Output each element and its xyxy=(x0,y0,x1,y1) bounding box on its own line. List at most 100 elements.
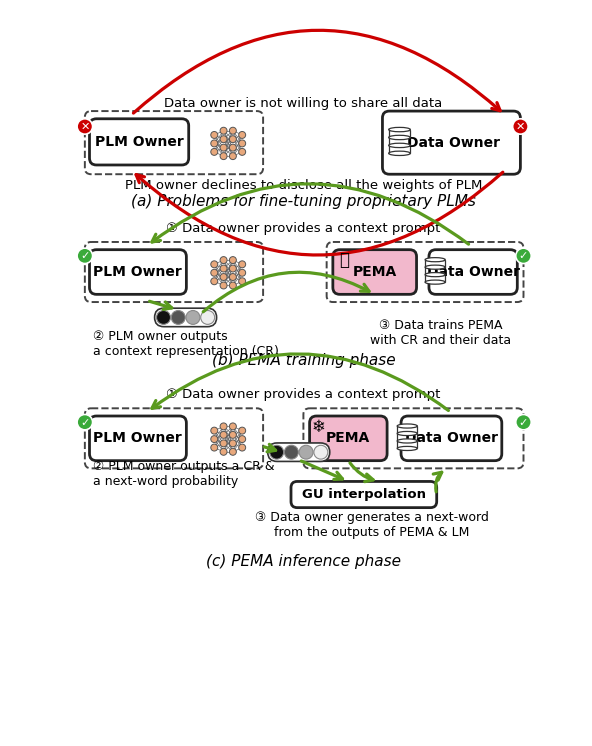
FancyBboxPatch shape xyxy=(333,250,417,295)
Circle shape xyxy=(516,248,531,263)
Circle shape xyxy=(284,445,298,459)
Text: Data Owner: Data Owner xyxy=(407,137,500,151)
Text: PLM Owner: PLM Owner xyxy=(95,135,184,149)
Text: Data Owner: Data Owner xyxy=(405,431,498,445)
FancyBboxPatch shape xyxy=(291,481,437,507)
Circle shape xyxy=(229,440,236,447)
Ellipse shape xyxy=(425,280,445,284)
Circle shape xyxy=(239,131,246,139)
FancyBboxPatch shape xyxy=(89,119,189,165)
Text: ✕: ✕ xyxy=(80,122,89,132)
Bar xyxy=(397,433,417,441)
Circle shape xyxy=(211,436,218,442)
Text: ① Data owner provides a context prompt: ① Data owner provides a context prompt xyxy=(166,222,440,235)
Circle shape xyxy=(314,445,328,459)
Circle shape xyxy=(229,274,236,280)
Circle shape xyxy=(220,144,227,151)
Circle shape xyxy=(211,427,218,434)
Ellipse shape xyxy=(425,272,445,277)
Text: ✓: ✓ xyxy=(519,251,528,261)
Circle shape xyxy=(220,153,227,160)
Circle shape xyxy=(239,278,246,285)
Text: ③ Data owner generates a next-word
from the outputs of PEMA & LM: ③ Data owner generates a next-word from … xyxy=(255,512,488,539)
Ellipse shape xyxy=(397,439,417,443)
Ellipse shape xyxy=(397,424,417,428)
Circle shape xyxy=(229,136,236,142)
Text: ✓: ✓ xyxy=(519,418,528,427)
FancyBboxPatch shape xyxy=(85,242,263,302)
Circle shape xyxy=(229,144,236,151)
Bar xyxy=(425,267,445,275)
FancyBboxPatch shape xyxy=(155,308,217,327)
Bar xyxy=(397,426,417,433)
FancyBboxPatch shape xyxy=(401,416,502,461)
Circle shape xyxy=(211,444,218,451)
Circle shape xyxy=(299,445,313,459)
Circle shape xyxy=(270,445,284,459)
Circle shape xyxy=(239,140,246,147)
Circle shape xyxy=(220,265,227,272)
Ellipse shape xyxy=(397,446,417,451)
Text: ✓: ✓ xyxy=(80,251,89,261)
Circle shape xyxy=(211,261,218,268)
Circle shape xyxy=(186,310,200,325)
Text: GU interpolation: GU interpolation xyxy=(302,488,426,501)
Text: ② PLM owner outputs a CR &
a next-word probability: ② PLM owner outputs a CR & a next-word p… xyxy=(92,460,274,488)
Circle shape xyxy=(220,431,227,439)
Circle shape xyxy=(220,274,227,280)
Text: ② PLM owner outputs
a context representation (CR): ② PLM owner outputs a context representa… xyxy=(92,330,278,358)
Circle shape xyxy=(229,431,236,439)
Text: PLM owner declines to disclose all the weights of PLM: PLM owner declines to disclose all the w… xyxy=(125,179,482,192)
Circle shape xyxy=(211,148,218,155)
Ellipse shape xyxy=(425,257,445,262)
Circle shape xyxy=(239,427,246,434)
Circle shape xyxy=(77,415,92,430)
Bar xyxy=(397,441,417,448)
Text: (a) Problems for fine-tuning proprietary PLMs: (a) Problems for fine-tuning proprietary… xyxy=(131,194,476,209)
Circle shape xyxy=(211,278,218,285)
Circle shape xyxy=(229,448,236,455)
FancyBboxPatch shape xyxy=(89,250,186,295)
Text: ① Data owner provides a context prompt: ① Data owner provides a context prompt xyxy=(166,388,440,401)
Circle shape xyxy=(513,119,528,134)
Ellipse shape xyxy=(389,135,410,140)
Circle shape xyxy=(220,440,227,447)
Circle shape xyxy=(211,140,218,147)
Bar xyxy=(389,145,410,154)
FancyBboxPatch shape xyxy=(382,111,520,175)
Circle shape xyxy=(211,269,218,276)
Circle shape xyxy=(239,269,246,276)
Circle shape xyxy=(229,282,236,289)
Circle shape xyxy=(77,119,92,134)
Text: PEMA: PEMA xyxy=(353,265,397,279)
Circle shape xyxy=(156,310,170,325)
Circle shape xyxy=(229,257,236,263)
Ellipse shape xyxy=(389,151,410,155)
FancyBboxPatch shape xyxy=(85,111,263,175)
Circle shape xyxy=(239,261,246,268)
Text: ✕: ✕ xyxy=(516,122,525,132)
Ellipse shape xyxy=(389,128,410,132)
Circle shape xyxy=(516,415,531,430)
Bar xyxy=(389,137,410,145)
Text: (b) PEMA training phase: (b) PEMA training phase xyxy=(211,353,395,368)
Ellipse shape xyxy=(397,431,417,436)
Text: Data owner is not willing to share all data: Data owner is not willing to share all d… xyxy=(164,97,443,110)
Text: Data Owner: Data Owner xyxy=(427,265,520,279)
Text: PEMA: PEMA xyxy=(326,431,371,445)
Circle shape xyxy=(239,436,246,442)
Ellipse shape xyxy=(389,143,410,148)
Text: ❄️: ❄️ xyxy=(312,418,326,436)
Circle shape xyxy=(220,128,227,134)
Circle shape xyxy=(211,131,218,139)
FancyBboxPatch shape xyxy=(268,443,330,462)
Circle shape xyxy=(220,423,227,430)
Ellipse shape xyxy=(425,265,445,269)
FancyBboxPatch shape xyxy=(85,408,263,468)
Text: ✓: ✓ xyxy=(80,418,89,427)
FancyBboxPatch shape xyxy=(304,408,523,468)
Circle shape xyxy=(220,136,227,142)
Text: PLM Owner: PLM Owner xyxy=(93,265,182,279)
FancyBboxPatch shape xyxy=(327,242,523,302)
Circle shape xyxy=(220,448,227,455)
